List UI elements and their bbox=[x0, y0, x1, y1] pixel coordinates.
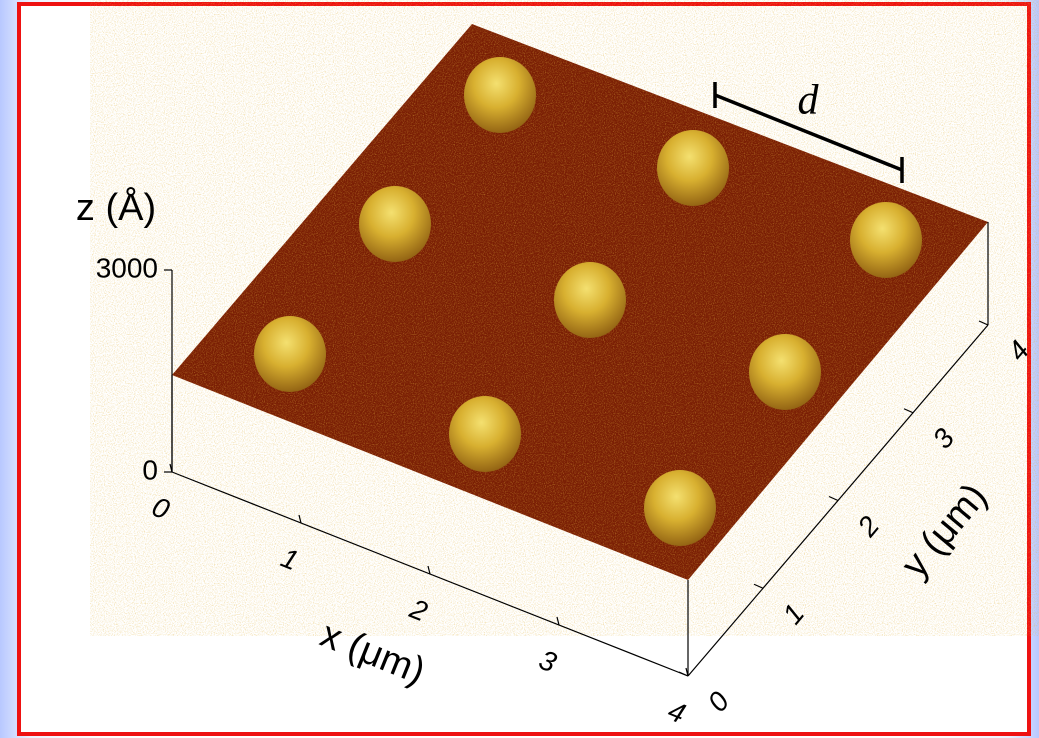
y-tick bbox=[828, 495, 839, 502]
bump bbox=[657, 130, 729, 206]
bump bbox=[644, 470, 716, 546]
bump bbox=[850, 202, 922, 278]
bump bbox=[749, 334, 821, 410]
bump bbox=[359, 186, 431, 262]
y-tick bbox=[978, 320, 989, 326]
x-tick bbox=[427, 565, 431, 575]
y-tick bbox=[753, 583, 764, 589]
z-tick-label: 0 bbox=[142, 454, 158, 485]
y-tick bbox=[903, 408, 914, 414]
d-line bbox=[714, 93, 903, 172]
z-label: z (Å) bbox=[76, 185, 156, 229]
x-tick bbox=[685, 667, 689, 677]
x-tick bbox=[298, 514, 302, 524]
x-tick bbox=[169, 463, 173, 473]
y-tick bbox=[678, 671, 689, 677]
d-marker: d bbox=[713, 78, 904, 183]
annotation: d bbox=[798, 78, 820, 124]
bump bbox=[554, 262, 626, 338]
x-tick bbox=[556, 616, 560, 626]
bump bbox=[449, 396, 521, 472]
bumps bbox=[254, 57, 922, 546]
bump bbox=[464, 57, 536, 133]
z-tick-label: 3000 bbox=[96, 252, 158, 283]
bump bbox=[254, 316, 326, 392]
